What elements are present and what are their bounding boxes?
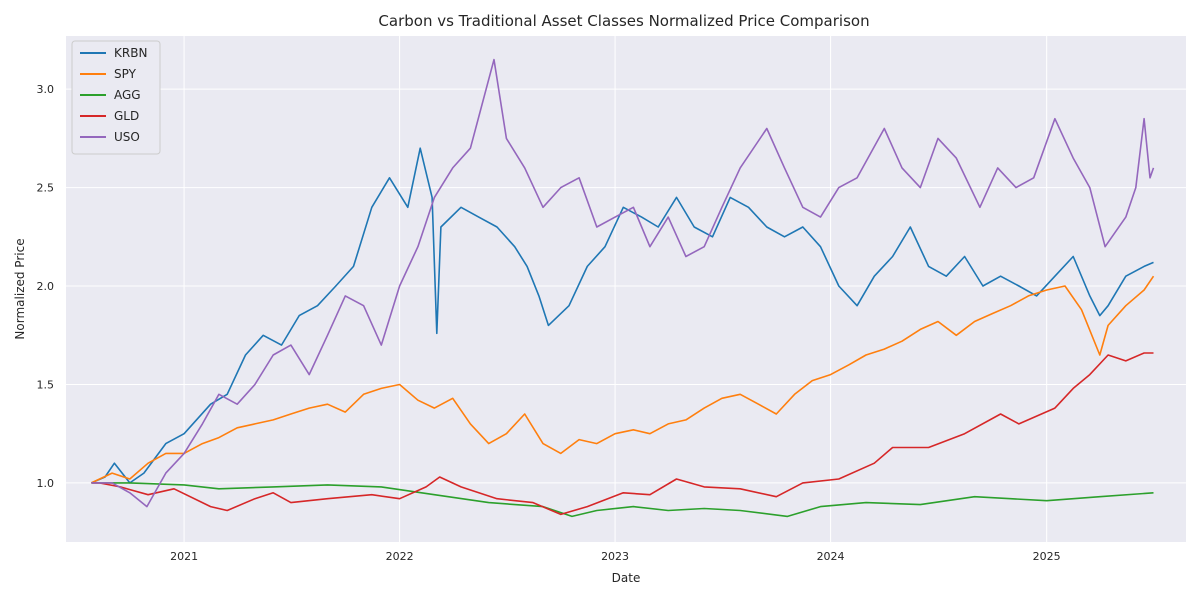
chart-title: Carbon vs Traditional Asset Classes Norm… (378, 12, 869, 30)
legend: KRBN SPY AGG GLD USO (71, 40, 161, 155)
plot-area (66, 36, 1186, 542)
x-axis-label: Date (612, 571, 641, 585)
series-line-gld (91, 352, 1154, 516)
x-tick-label: 2024 (817, 550, 845, 563)
legend-label-uso: USO (114, 130, 140, 144)
x-tick-label: 2023 (601, 550, 629, 563)
y-axis-ticks: 1.0 1.5 2.0 2.5 3.0 (37, 83, 55, 490)
y-tick-label: 2.5 (37, 182, 55, 195)
legend-label-agg: AGG (114, 88, 141, 102)
y-axis-label: Normalized Price (13, 238, 27, 339)
series-lines (91, 58, 1155, 518)
legend-box (71, 40, 161, 155)
x-tick-label: 2022 (386, 550, 414, 563)
legend-label-krbn: KRBN (114, 46, 147, 60)
series-line-spy (91, 275, 1155, 484)
series-line-uso (91, 58, 1155, 508)
grid (66, 36, 1186, 542)
y-tick-label: 3.0 (37, 83, 55, 96)
x-axis-ticks: 2021 2022 2023 2024 2025 (170, 550, 1061, 563)
series-line-agg (91, 482, 1154, 518)
legend-label-spy: SPY (114, 67, 137, 81)
y-tick-label: 1.5 (37, 378, 55, 391)
series-line-krbn (91, 147, 1154, 484)
y-tick-label: 1.0 (37, 477, 55, 490)
y-tick-label: 2.0 (37, 280, 55, 293)
legend-label-gld: GLD (114, 109, 139, 123)
x-tick-label: 2025 (1033, 550, 1061, 563)
x-tick-label: 2021 (170, 550, 198, 563)
